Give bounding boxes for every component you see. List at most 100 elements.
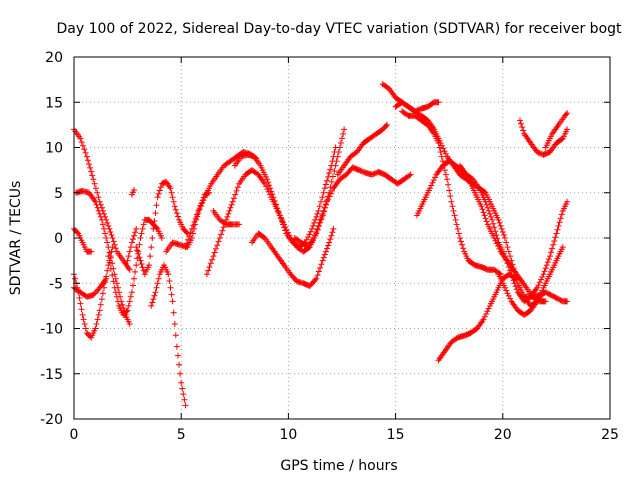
data-point-marker: [503, 239, 510, 246]
data-point-marker: [173, 343, 180, 350]
data-point-marker: [219, 227, 226, 234]
data-point-marker: [513, 286, 520, 293]
data-point-marker: [166, 278, 173, 284]
data-point-marker: [541, 268, 548, 275]
data-point-marker: [92, 325, 99, 332]
data-point-marker: [82, 325, 89, 332]
data-point-marker: [313, 229, 320, 235]
data-point-marker: [328, 162, 335, 169]
data-point-marker: [91, 180, 98, 187]
data-point-marker: [218, 231, 225, 238]
data-point-marker: [384, 121, 390, 128]
data-point-marker: [224, 213, 231, 220]
data-point-marker: [544, 259, 551, 266]
data-point-marker: [78, 306, 85, 313]
data-point-marker: [430, 177, 437, 184]
data-point-marker: [563, 111, 569, 118]
y-tick-label: 10: [45, 141, 63, 157]
data-point-marker: [485, 305, 492, 312]
data-point-marker: [442, 150, 449, 157]
data-point-marker: [321, 204, 328, 211]
data-point-marker: [80, 316, 87, 323]
data-point-marker: [450, 207, 457, 214]
data-point-marker: [165, 271, 172, 278]
y-tick-labels: -20 -15 -10 -5 0 5 10 15 20: [40, 50, 63, 428]
data-point-marker: [305, 234, 312, 241]
data-point-marker: [318, 198, 324, 205]
data-point-marker: [478, 203, 485, 210]
data-point-marker: [511, 280, 518, 287]
data-point-marker: [445, 181, 452, 188]
data-point-marker: [151, 292, 158, 299]
data-point-marker: [194, 211, 201, 218]
y-tick-label: -5: [49, 276, 63, 292]
data-point-marker: [109, 244, 116, 251]
data-point-marker: [196, 205, 203, 212]
data-point-marker: [261, 180, 268, 187]
data-point-marker: [459, 241, 466, 248]
data-point-marker: [539, 273, 546, 280]
data-points: [71, 81, 571, 409]
data-point-marker: [542, 265, 549, 272]
data-point-marker: [318, 213, 325, 220]
series-track-05: [71, 275, 110, 300]
data-point-marker: [106, 259, 113, 266]
data-point-marker: [329, 158, 336, 165]
data-point-marker: [548, 249, 554, 256]
data-point-marker: [324, 198, 330, 205]
x-tick-label: 25: [601, 427, 619, 443]
data-point-marker: [507, 295, 514, 302]
data-point-marker: [500, 232, 507, 238]
data-point-marker: [225, 210, 232, 217]
data-point-marker: [152, 210, 159, 217]
data-point-marker: [130, 236, 136, 243]
data-point-marker: [173, 210, 180, 217]
data-point-marker: [281, 224, 288, 231]
data-point-marker: [167, 284, 174, 291]
data-point-marker: [321, 251, 328, 258]
data-point-marker: [146, 262, 152, 269]
data-point-marker: [320, 189, 327, 196]
data-point-marker: [106, 225, 113, 232]
data-point-marker: [137, 235, 144, 241]
data-point-marker: [320, 254, 327, 261]
data-point-marker: [319, 210, 326, 217]
data-point-marker: [435, 140, 442, 146]
data-point-marker: [229, 198, 236, 205]
data-point-marker: [495, 216, 502, 223]
data-point-marker: [518, 120, 524, 127]
data-point-marker: [171, 203, 178, 210]
data-point-marker: [460, 245, 467, 252]
data-point-marker: [104, 239, 111, 246]
data-point-marker: [358, 168, 365, 175]
data-point-marker: [139, 264, 146, 271]
data-point-marker: [553, 230, 560, 237]
data-point-marker: [267, 185, 274, 192]
data-point-marker: [494, 235, 501, 242]
data-point-marker: [131, 187, 137, 193]
data-point-marker: [436, 144, 443, 151]
y-tick-label: -15: [40, 367, 63, 383]
data-point-marker: [112, 289, 119, 296]
data-point-marker: [332, 144, 339, 151]
data-point-marker: [492, 228, 499, 235]
data-point-marker: [266, 182, 273, 189]
data-point-marker: [536, 279, 543, 286]
y-tick-label: 15: [45, 95, 63, 111]
data-point-marker: [109, 272, 116, 279]
x-tick-labels: 0 5 10 15 20 25: [70, 427, 619, 443]
data-point-marker: [517, 117, 523, 124]
data-point-marker: [169, 194, 176, 201]
data-point-marker: [550, 241, 557, 248]
data-point-marker: [186, 233, 193, 240]
data-point-marker: [505, 292, 512, 299]
data-point-marker: [456, 235, 463, 241]
data-point-marker: [169, 298, 176, 305]
data-point-marker: [175, 352, 181, 359]
data-point-marker: [326, 239, 333, 246]
data-point-marker: [309, 225, 315, 232]
data-point-marker: [96, 307, 103, 314]
data-point-marker: [440, 145, 447, 152]
data-point-marker: [206, 264, 213, 270]
data-point-marker: [314, 272, 321, 279]
